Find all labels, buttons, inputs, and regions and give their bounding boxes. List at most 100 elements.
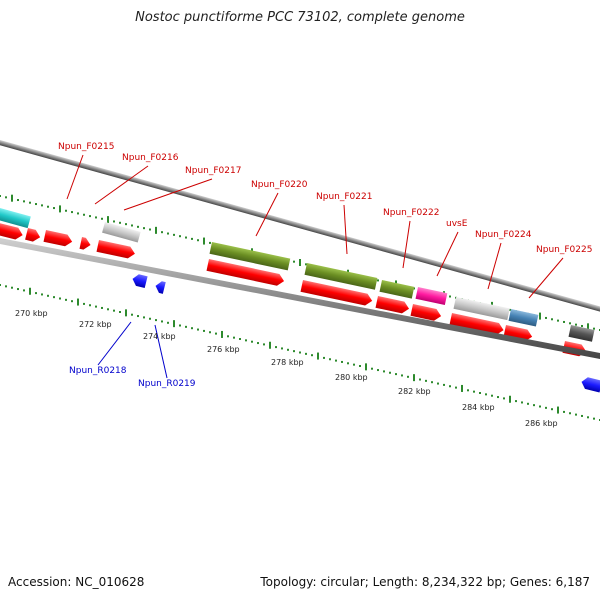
tick-dot: [377, 279, 379, 282]
tick-dot: [203, 329, 205, 332]
scale-labels: 270 kbp 272 kbp 274 kbp 276 kbp 278 kbp 280 k…: [15, 309, 558, 428]
tick-dot: [455, 386, 457, 389]
tick-dot: [425, 379, 427, 382]
tick-dot: [65, 209, 67, 212]
cds-arrow: [79, 237, 91, 250]
tick-dot: [41, 204, 43, 207]
tick-dot: [569, 412, 571, 415]
tick-dot: [71, 211, 73, 214]
tick-dot: [11, 286, 13, 289]
tick-major: [173, 320, 175, 328]
tick-dot: [155, 319, 157, 322]
tick-dot: [125, 223, 127, 226]
tick-dot: [569, 322, 571, 325]
tick-dot: [59, 297, 61, 300]
tick-dot: [47, 205, 49, 208]
forward-gene-label: Npun_F0225: [536, 245, 592, 255]
tick-dot: [47, 294, 49, 297]
tick-dot: [473, 390, 475, 393]
tick-dot: [377, 369, 379, 372]
tick-dot: [335, 359, 337, 362]
leader-line: [123, 178, 213, 211]
cds-arrow: [449, 313, 504, 335]
label-leaders: [66, 154, 564, 379]
gene-features: [0, 206, 600, 393]
tick-dot: [191, 327, 193, 330]
tick-dot: [83, 302, 85, 305]
forward-gene-label: Npun_F0215: [58, 142, 114, 152]
tick-dot: [167, 321, 169, 324]
forward-gene-label: Npun_F0221: [316, 192, 372, 202]
tick-dot: [449, 385, 451, 388]
backbone-strip: [0, 238, 600, 359]
tick-dot: [197, 328, 199, 331]
cds-arrow: [43, 230, 73, 247]
tick-dot: [521, 401, 523, 404]
tick-dot: [35, 292, 37, 295]
leader-line: [66, 154, 84, 200]
scale-label: 270 kbp: [15, 309, 48, 318]
tick-major: [203, 237, 205, 245]
tick-dot: [383, 370, 385, 373]
tick-dot: [95, 305, 97, 308]
gene-reverse-edge: [581, 377, 600, 393]
reverse-gene-label: Npun_R0219: [138, 379, 196, 389]
tick-dot: [299, 351, 301, 354]
forward-gene-label: uvsE: [446, 219, 468, 229]
tick-dot: [89, 215, 91, 218]
tick-dot: [371, 367, 373, 370]
gene-npun-f0220: [209, 241, 291, 271]
leader-line: [343, 204, 348, 255]
tick-dot: [545, 316, 547, 319]
feature-tracks: [0, 127, 600, 336]
tick-dot: [161, 231, 163, 234]
leader-line: [255, 192, 279, 237]
tick-dot: [515, 400, 517, 403]
tick-dot: [491, 394, 493, 397]
forward-gene-label: Npun_F0222: [383, 208, 439, 218]
tick-dot: [149, 317, 151, 320]
forward-gene-label: Npun_F0224: [475, 230, 532, 240]
tick-dot: [227, 335, 229, 338]
leader-line: [436, 231, 459, 277]
cds-arrow: [410, 304, 442, 321]
tick-major: [461, 384, 463, 392]
tick-dot: [551, 408, 553, 411]
tick-dot: [197, 239, 199, 242]
tick-dot: [587, 416, 589, 419]
tick-major: [509, 395, 511, 403]
tick-dot: [479, 392, 481, 394]
gene-uvse: [415, 287, 448, 305]
tick-dot: [209, 241, 211, 244]
tick-dot: [251, 340, 253, 343]
tick-dot: [353, 363, 355, 366]
cds-arrow: [300, 280, 373, 306]
tick-dot: [293, 350, 295, 353]
genome-backbone: [0, 127, 600, 336]
scale-label: 276 kbp: [207, 345, 240, 354]
gene-npun-f0224-steel: [508, 309, 539, 327]
tick-dot: [413, 287, 415, 290]
forward-gene-label: Npun_F0216: [122, 153, 179, 163]
tick-dot: [395, 373, 397, 376]
tick-dot: [581, 324, 583, 327]
tick-dot: [41, 293, 43, 296]
tick-dot: [311, 354, 313, 357]
scale-label: 286 kbp: [525, 419, 558, 428]
tick-dot: [185, 236, 187, 239]
tick-dot: [113, 220, 115, 223]
tick-dot: [257, 342, 259, 345]
tick-dot: [245, 339, 247, 342]
tick-dot: [497, 396, 499, 399]
tick-dot: [263, 343, 265, 346]
tick-dot: [275, 346, 277, 349]
tick-dot: [293, 260, 295, 263]
tick-dot: [323, 356, 325, 359]
cds-arrow: [206, 259, 285, 286]
gene-npun-f0224-gray: [453, 297, 510, 321]
tick-dot: [437, 382, 439, 385]
reverse-gene-label: Npun_R0218: [69, 366, 127, 376]
tick-dot: [359, 365, 361, 367]
tick-dot: [389, 371, 391, 374]
tick-dot: [527, 402, 529, 405]
